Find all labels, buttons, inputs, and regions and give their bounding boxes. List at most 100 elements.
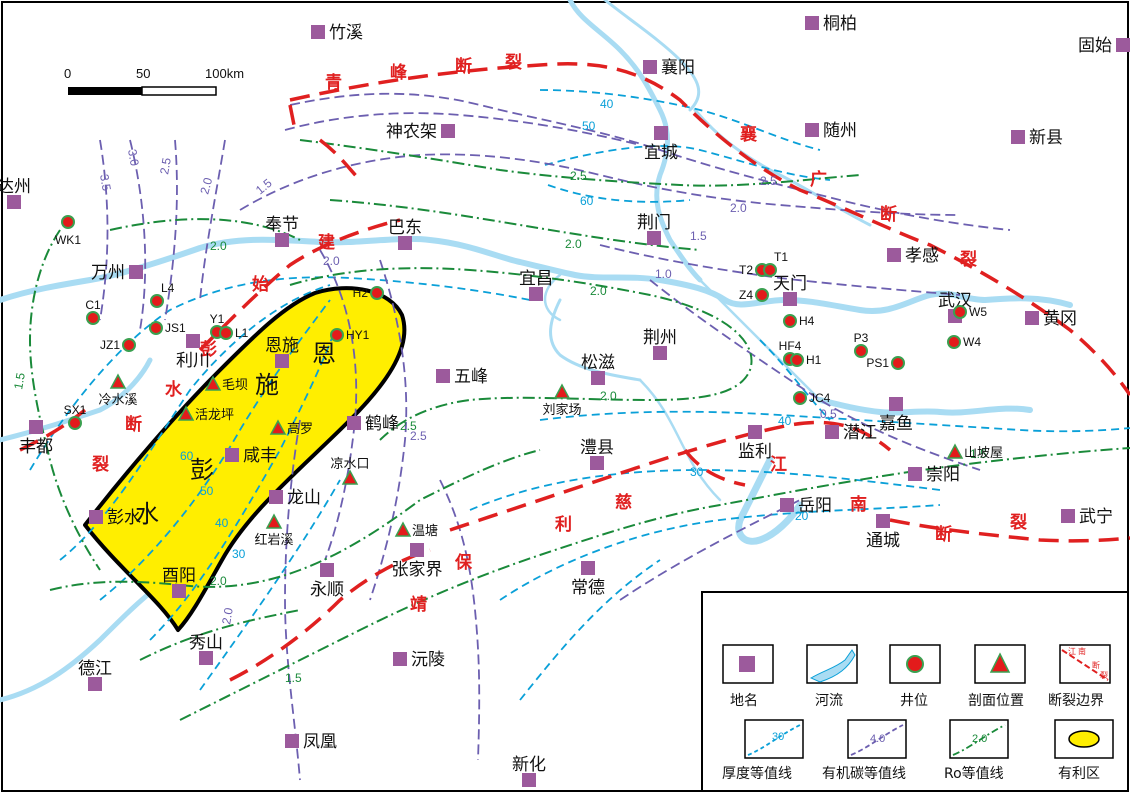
legend-fault-sample: 南 xyxy=(1078,646,1086,656)
place-icon xyxy=(654,126,668,140)
ro-label: 1.5 xyxy=(970,447,987,461)
place-icon xyxy=(88,677,102,691)
place-icon xyxy=(441,124,455,138)
well-marker: PS1 xyxy=(866,356,905,370)
thickness-label: 40 xyxy=(778,414,792,428)
city-label: 新县 xyxy=(1029,128,1063,148)
well-icon xyxy=(953,305,967,319)
city-marker: 新化 xyxy=(512,755,546,787)
section-marker: 山坡屋 xyxy=(946,443,1003,461)
thickness-label: 60 xyxy=(180,449,194,463)
ro-label: 2.0 xyxy=(565,237,582,251)
city-label: 武宁 xyxy=(1079,507,1113,527)
legend-label: 有机碳等值线 xyxy=(822,765,906,782)
section-icon xyxy=(265,513,283,529)
fault-char: 断 xyxy=(880,204,897,225)
toc-label: 3.0 xyxy=(125,148,142,167)
thickness-labels: 40 50 60 40 30 20 60 50 40 30 xyxy=(180,97,809,561)
well-label: H2 xyxy=(353,286,369,300)
legend-label: 河流 xyxy=(815,693,843,709)
section-icon xyxy=(204,375,222,391)
place-icon xyxy=(876,514,890,528)
place-icon xyxy=(529,287,543,301)
city-marker: 监利 xyxy=(738,425,772,462)
city-marker: 嘉鱼 xyxy=(879,397,913,434)
toc-label: 1.5 xyxy=(690,229,707,243)
scale-label: 100km xyxy=(205,66,244,81)
place-icon xyxy=(410,543,424,557)
favorable-char: 彭 xyxy=(190,456,214,484)
place-icon xyxy=(269,490,283,504)
legend-label: Ro等值线 xyxy=(944,765,1004,782)
well-marker: P3 xyxy=(854,331,869,358)
fault-char: 利 xyxy=(555,514,572,535)
place-icon xyxy=(748,425,762,439)
favorable-char: 施 xyxy=(255,371,279,399)
toc-icon xyxy=(850,724,904,756)
ro-label: 2.0 xyxy=(210,574,227,588)
well-icon xyxy=(755,288,769,302)
fault-char: 断 xyxy=(935,524,952,545)
legend-label: 有利区 xyxy=(1058,766,1100,782)
well-marker: L4 xyxy=(150,281,175,308)
well-marker: W4 xyxy=(947,335,981,349)
well-icon xyxy=(906,655,924,673)
city-label: 沅陵 xyxy=(411,650,445,670)
place-icon xyxy=(653,346,667,360)
place-icon xyxy=(225,448,239,462)
city-marker: 沅陵 xyxy=(393,650,445,670)
well-label: HY1 xyxy=(346,328,370,342)
fault-char: 青 xyxy=(325,72,342,93)
ro-label: 2.0 xyxy=(600,389,617,403)
place-icon xyxy=(29,420,43,434)
city-marker: 恩施 xyxy=(265,336,299,368)
city-marker: 丰都 xyxy=(19,420,53,457)
well-icon xyxy=(793,391,807,405)
thickness-label: 30 xyxy=(690,465,704,479)
place-icon xyxy=(436,369,450,383)
well-label: L1 xyxy=(235,326,249,340)
city-label: 宜城 xyxy=(644,143,678,163)
legend-label: 厚度等值线 xyxy=(722,765,792,782)
ro-label: 2.0 xyxy=(590,284,607,298)
city-marker: 德江 xyxy=(78,659,112,691)
wells-layer: WK1 L4 C1 JS1 JZ1 Y1 L1 SX1 H2 HY1 T2 T1 Z4 H4 HF4 H1 P3… xyxy=(55,215,987,430)
thickness-icon xyxy=(747,724,801,756)
toc-label: 0.5 xyxy=(820,407,837,421)
well-marker: JZ1 xyxy=(100,338,136,352)
legend-toc-sample: 4.0 xyxy=(870,733,885,745)
city-label: 崇阳 xyxy=(926,465,960,485)
city-label: 万州 xyxy=(91,263,125,283)
city-label: 通城 xyxy=(866,531,900,551)
city-label: 天门 xyxy=(773,274,807,294)
place-icon xyxy=(887,248,901,262)
ro-label: 1.5 xyxy=(285,671,302,685)
fault-char: 彭 xyxy=(200,339,217,360)
city-marker: 孝感 xyxy=(887,246,939,266)
city-marker: 宜昌 xyxy=(519,269,553,301)
city-label: 神农架 xyxy=(386,122,437,142)
favorable-labels: 恩 施 彭 水 xyxy=(135,340,336,528)
well-label: PS1 xyxy=(866,356,889,370)
fault-char: 慈 xyxy=(615,492,632,513)
city-label: 固始 xyxy=(1078,36,1112,56)
legend-thickness-sample: 30 xyxy=(772,731,784,743)
well-icon xyxy=(330,328,344,342)
well-marker: HY1 xyxy=(330,328,370,342)
fault-char: 靖 xyxy=(410,595,427,615)
city-label: 监利 xyxy=(738,442,772,462)
legend-fault-sample: 裂 xyxy=(1100,670,1108,680)
place-icon xyxy=(311,25,325,39)
place-icon xyxy=(398,236,412,250)
section-label: 毛坝 xyxy=(222,378,248,393)
city-label: 孝感 xyxy=(905,246,939,266)
place-icon xyxy=(1011,130,1025,144)
toc-label: 1.5 xyxy=(253,176,275,198)
city-marker: 巴东 xyxy=(388,218,422,250)
section-icon xyxy=(109,373,127,389)
legend-frame xyxy=(701,591,1129,792)
place-icon xyxy=(780,498,794,512)
legend-fault-sample: 断 xyxy=(1092,660,1100,670)
legend-item-toc: 4.0 有机碳等值线 xyxy=(822,719,907,782)
